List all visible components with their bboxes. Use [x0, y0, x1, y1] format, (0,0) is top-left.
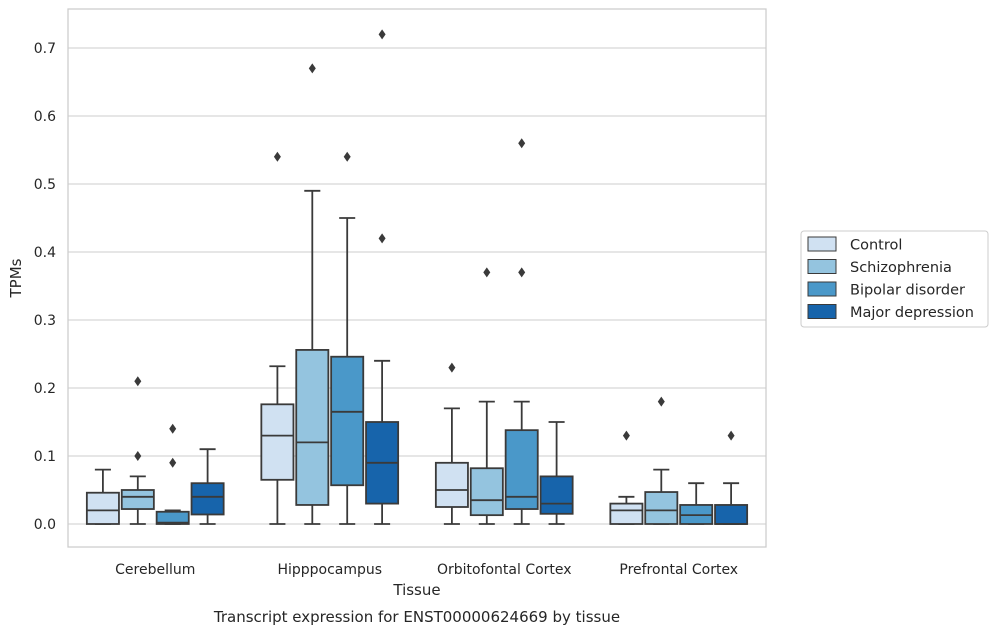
outlier-point [169, 423, 177, 434]
box [434, 362, 469, 525]
box [155, 423, 190, 525]
plot-area [68, 9, 766, 547]
series-control [85, 151, 644, 525]
box [85, 468, 120, 525]
box [644, 396, 679, 525]
legend-frame [800, 230, 989, 328]
box-body [190, 482, 225, 516]
box-body [434, 461, 469, 508]
box [469, 267, 504, 525]
box [120, 376, 155, 525]
y-axis-label: TPMs [7, 258, 25, 298]
outlier-point [273, 151, 281, 162]
outlier-point [343, 151, 351, 162]
box-body [120, 489, 155, 510]
outlier-point [727, 430, 735, 441]
box-body [85, 491, 120, 525]
x-tick-label: Cerebellum [115, 562, 195, 578]
series-bipolar-disorder [155, 138, 714, 525]
box [295, 63, 330, 525]
y-tick-label: 0.0 [34, 517, 56, 533]
y-axis-ticks: 0.0 0.1 0.2 0.3 0.4 0.5 0.6 0.7 [34, 41, 56, 533]
legend-swatch [807, 236, 837, 252]
plot-frame [67, 8, 767, 548]
outlier-point [378, 233, 386, 244]
outlier-point [134, 451, 142, 461]
x-tick-label: Orbitofontal Cortex [437, 562, 572, 578]
legend-label: Schizophrenia [850, 260, 952, 276]
chart-caption: Transcript expression for ENST0000062466… [213, 608, 620, 626]
box [714, 430, 749, 525]
box-body [295, 349, 330, 506]
outlier-point [483, 267, 491, 278]
box-body [714, 504, 749, 525]
outlier-point [378, 29, 386, 40]
x-axis-label: Tissue [392, 581, 440, 599]
y-tick-label: 0.2 [34, 381, 56, 397]
outlier-point [448, 362, 456, 373]
outlier-point [622, 430, 630, 441]
box [190, 448, 225, 525]
legend-swatch [807, 304, 837, 319]
legend: Control Schizophrenia Bipolar disorder Majo… [800, 230, 989, 328]
outlier-point [518, 138, 526, 149]
legend-swatch [807, 259, 837, 274]
x-axis-ticks: Cerebellum Hipppocampus Orbitofontal Corte… [115, 562, 738, 578]
outlier-point [169, 457, 177, 468]
outlier-point [308, 63, 316, 74]
y-tick-label: 0.1 [34, 449, 56, 465]
x-tick-label: Prefrontal Cortex [619, 562, 738, 578]
y-tick-label: 0.5 [34, 177, 56, 193]
legend-label: Major depression [850, 305, 974, 321]
y-tick-label: 0.6 [34, 109, 56, 125]
box-body [260, 403, 295, 481]
y-tick-label: 0.7 [34, 41, 56, 57]
box-body [330, 355, 365, 487]
box [365, 29, 400, 525]
box [539, 421, 574, 525]
box [504, 138, 539, 525]
outlier-point [134, 376, 142, 387]
box-body [539, 475, 574, 515]
box-series [85, 29, 749, 525]
box-body [504, 429, 539, 510]
box-body [644, 491, 679, 525]
outlier-point [518, 267, 526, 278]
box [260, 151, 295, 525]
box [609, 430, 644, 525]
series-schizophrenia [120, 63, 679, 525]
outlier-point [657, 396, 665, 407]
box [330, 151, 365, 525]
series-major-depression [190, 29, 749, 525]
legend-label: Control [850, 238, 902, 254]
legend-label: Bipolar disorder [850, 283, 965, 299]
box-body [609, 502, 644, 525]
y-tick-label: 0.3 [34, 313, 56, 329]
x-tick-label: Hipppocampus [277, 562, 382, 578]
box-body [469, 467, 504, 517]
legend-swatch [807, 281, 837, 297]
box-body [155, 510, 190, 525]
box [679, 482, 714, 525]
y-tick-label: 0.4 [34, 245, 56, 261]
